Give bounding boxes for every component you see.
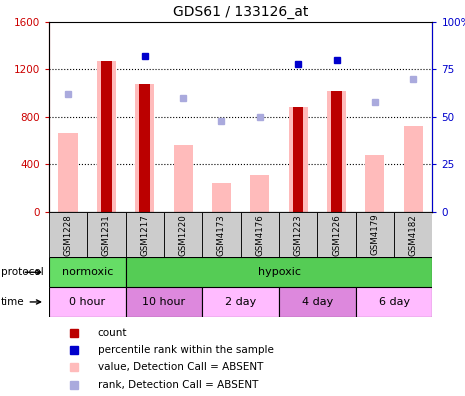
- Bar: [135, 84, 154, 212]
- Bar: [202, 287, 279, 317]
- Text: 0 hour: 0 hour: [69, 297, 105, 307]
- Text: time: time: [1, 297, 40, 307]
- Bar: [289, 107, 308, 212]
- Bar: [404, 126, 423, 212]
- Text: hypoxic: hypoxic: [258, 267, 300, 277]
- Bar: [327, 91, 346, 212]
- Text: GSM1217: GSM1217: [140, 214, 149, 255]
- Bar: [365, 155, 385, 212]
- Bar: [241, 212, 279, 257]
- Text: GSM1228: GSM1228: [64, 214, 73, 255]
- Text: GSM4176: GSM4176: [255, 214, 264, 255]
- Text: normoxic: normoxic: [61, 267, 113, 277]
- Bar: [250, 175, 269, 212]
- Text: GSM4173: GSM4173: [217, 214, 226, 255]
- Bar: [59, 133, 78, 212]
- Text: percentile rank within the sample: percentile rank within the sample: [98, 345, 273, 355]
- Bar: [126, 287, 202, 317]
- Bar: [356, 212, 394, 257]
- Bar: [202, 212, 241, 257]
- Text: GSM1220: GSM1220: [179, 214, 187, 255]
- Text: value, Detection Call = ABSENT: value, Detection Call = ABSENT: [98, 362, 263, 372]
- Bar: [126, 212, 164, 257]
- Bar: [49, 212, 87, 257]
- Bar: [212, 183, 231, 212]
- Bar: [173, 145, 193, 212]
- Bar: [394, 212, 432, 257]
- Bar: [279, 212, 317, 257]
- Bar: [87, 212, 126, 257]
- Text: GSM4179: GSM4179: [371, 214, 379, 255]
- Text: count: count: [98, 327, 127, 338]
- Bar: [140, 84, 150, 212]
- Bar: [164, 212, 202, 257]
- Text: protocol: protocol: [1, 267, 44, 277]
- Bar: [49, 257, 126, 287]
- Title: GDS61 / 133126_at: GDS61 / 133126_at: [173, 6, 308, 19]
- Text: 2 day: 2 day: [225, 297, 256, 307]
- Bar: [356, 287, 432, 317]
- Text: GSM1223: GSM1223: [294, 214, 303, 255]
- Bar: [126, 257, 432, 287]
- Text: GSM1231: GSM1231: [102, 214, 111, 255]
- Text: GSM4182: GSM4182: [409, 214, 418, 255]
- Text: 4 day: 4 day: [302, 297, 333, 307]
- Bar: [97, 61, 116, 212]
- Bar: [279, 287, 356, 317]
- Text: rank, Detection Call = ABSENT: rank, Detection Call = ABSENT: [98, 380, 258, 390]
- Text: GSM1226: GSM1226: [332, 214, 341, 255]
- Text: 6 day: 6 day: [379, 297, 410, 307]
- Bar: [331, 91, 342, 212]
- Bar: [49, 287, 126, 317]
- Bar: [317, 212, 356, 257]
- Text: 10 hour: 10 hour: [142, 297, 186, 307]
- Bar: [101, 61, 112, 212]
- Bar: [293, 107, 304, 212]
